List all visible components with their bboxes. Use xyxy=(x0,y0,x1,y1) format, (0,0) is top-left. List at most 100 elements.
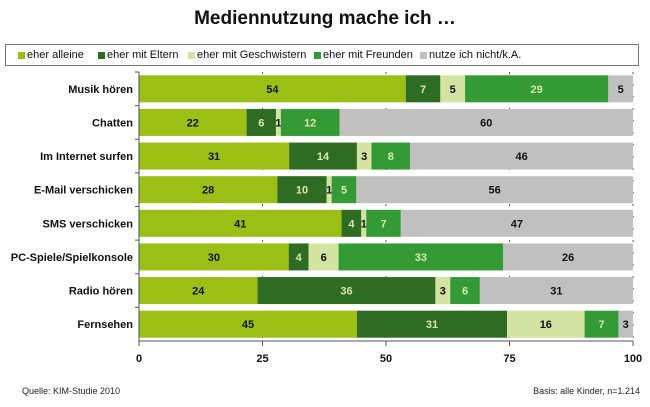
bar-segment xyxy=(584,310,619,338)
data-label: 6 xyxy=(321,252,327,264)
legend-swatch xyxy=(188,51,195,59)
legend: eher alleine eher mit Eltern eher mit Gesc… xyxy=(5,44,639,66)
data-label: 8 xyxy=(388,151,394,163)
data-label: 1 xyxy=(326,185,332,197)
bar-segment xyxy=(435,277,451,305)
data-label: 36 xyxy=(340,286,352,298)
chart-title: Mediennutzung mache ich … xyxy=(194,8,456,29)
bar-segment xyxy=(139,75,406,103)
bar-segment xyxy=(479,277,633,305)
data-label: 22 xyxy=(187,117,199,129)
basis-note: Basis: alle Kinder, n=1.214 xyxy=(533,386,640,396)
bar-segment xyxy=(356,142,372,170)
bar-segment xyxy=(339,108,633,136)
data-label: 7 xyxy=(420,84,426,96)
data-label: 31 xyxy=(208,151,220,163)
data-label: 4 xyxy=(348,218,355,230)
data-label: 56 xyxy=(489,185,501,197)
bar-segment xyxy=(361,209,367,237)
legend-swatch xyxy=(314,51,321,59)
bar-segment xyxy=(275,108,281,136)
legend-label: eher mit Eltern xyxy=(107,49,179,61)
category-label: E-Mail verschicken xyxy=(34,185,133,197)
bar-segment xyxy=(139,310,357,338)
bar-segment xyxy=(371,142,411,170)
bar-segment xyxy=(326,176,332,204)
data-label: 4 xyxy=(296,252,303,264)
category-label: PC-Spiele/Spielkonsole xyxy=(11,252,133,264)
legend-item: eher mit Eltern xyxy=(98,49,179,61)
legend-label: eher mit Geschwistern xyxy=(197,49,307,61)
bar-segment xyxy=(331,176,357,204)
data-label: 12 xyxy=(304,117,316,129)
data-label: 7 xyxy=(598,319,604,331)
bar-segment xyxy=(338,243,504,271)
category-label: Chatten xyxy=(92,117,133,129)
category-label: Fernsehen xyxy=(77,319,133,331)
bar-segment xyxy=(139,209,342,237)
bar-segment xyxy=(139,277,258,305)
data-label: 47 xyxy=(511,218,523,230)
data-label: 24 xyxy=(192,286,205,298)
bar-segment xyxy=(280,108,340,136)
bar-segment xyxy=(308,243,339,271)
data-label: 3 xyxy=(623,319,629,331)
data-label: 26 xyxy=(562,252,574,264)
x-tick-label: 0 xyxy=(136,353,142,365)
legend-swatch xyxy=(98,51,105,59)
data-label: 5 xyxy=(618,84,624,96)
bar-segment xyxy=(246,108,276,136)
data-label: 6 xyxy=(258,117,264,129)
data-label: 1 xyxy=(361,218,367,230)
data-label: 3 xyxy=(440,286,446,298)
data-label: 54 xyxy=(266,84,279,96)
data-label: 5 xyxy=(450,84,456,96)
bar-segment xyxy=(277,176,327,204)
bar-segment xyxy=(139,176,278,204)
bar-segment xyxy=(503,243,633,271)
data-label: 7 xyxy=(380,218,386,230)
category-label: SMS verschicken xyxy=(43,218,134,230)
bar-segment xyxy=(405,75,441,103)
bar-segment xyxy=(440,75,466,103)
bar-segment xyxy=(356,310,508,338)
data-label: 33 xyxy=(415,252,427,264)
bar-segment xyxy=(618,310,633,338)
x-tick-label: 100 xyxy=(624,353,642,365)
data-label: 31 xyxy=(550,286,562,298)
data-label: 1 xyxy=(275,117,281,129)
data-label: 29 xyxy=(531,84,543,96)
data-label: 16 xyxy=(540,319,552,331)
data-label: 5 xyxy=(341,185,347,197)
data-label: 41 xyxy=(234,218,246,230)
data-label: 6 xyxy=(462,286,468,298)
bar-segment xyxy=(341,209,362,237)
legend-label: nutze ich nicht/k.A. xyxy=(429,49,522,61)
data-label: 45 xyxy=(242,319,254,331)
bar-segment xyxy=(288,243,309,271)
bar-segment xyxy=(257,277,436,305)
legend-swatch xyxy=(18,51,25,59)
legend-label: eher alleine xyxy=(27,49,84,61)
x-tick-label: 25 xyxy=(256,353,268,365)
bar-segment xyxy=(289,142,357,170)
bar-segment xyxy=(139,142,290,170)
data-label: 3 xyxy=(361,151,367,163)
bar-segment xyxy=(356,176,633,204)
data-label: 30 xyxy=(208,252,220,264)
legend-item: nutze ich nicht/k.A. xyxy=(420,49,521,61)
category-label: Im Internet surfen xyxy=(40,151,133,163)
data-label: 10 xyxy=(296,185,308,197)
x-tick-label: 75 xyxy=(503,353,515,365)
data-label: 28 xyxy=(202,185,214,197)
bar-segment xyxy=(450,277,480,305)
x-tick-label: 50 xyxy=(380,353,392,365)
data-label: 46 xyxy=(515,151,527,163)
bar-segment xyxy=(139,108,247,136)
legend-item: eher alleine xyxy=(18,49,84,61)
legend-label: eher mit Freunden xyxy=(323,49,413,61)
legend-item: eher mit Geschwistern xyxy=(188,49,306,61)
category-label: Musik hören xyxy=(68,84,133,96)
category-label: Radio hören xyxy=(69,286,133,298)
